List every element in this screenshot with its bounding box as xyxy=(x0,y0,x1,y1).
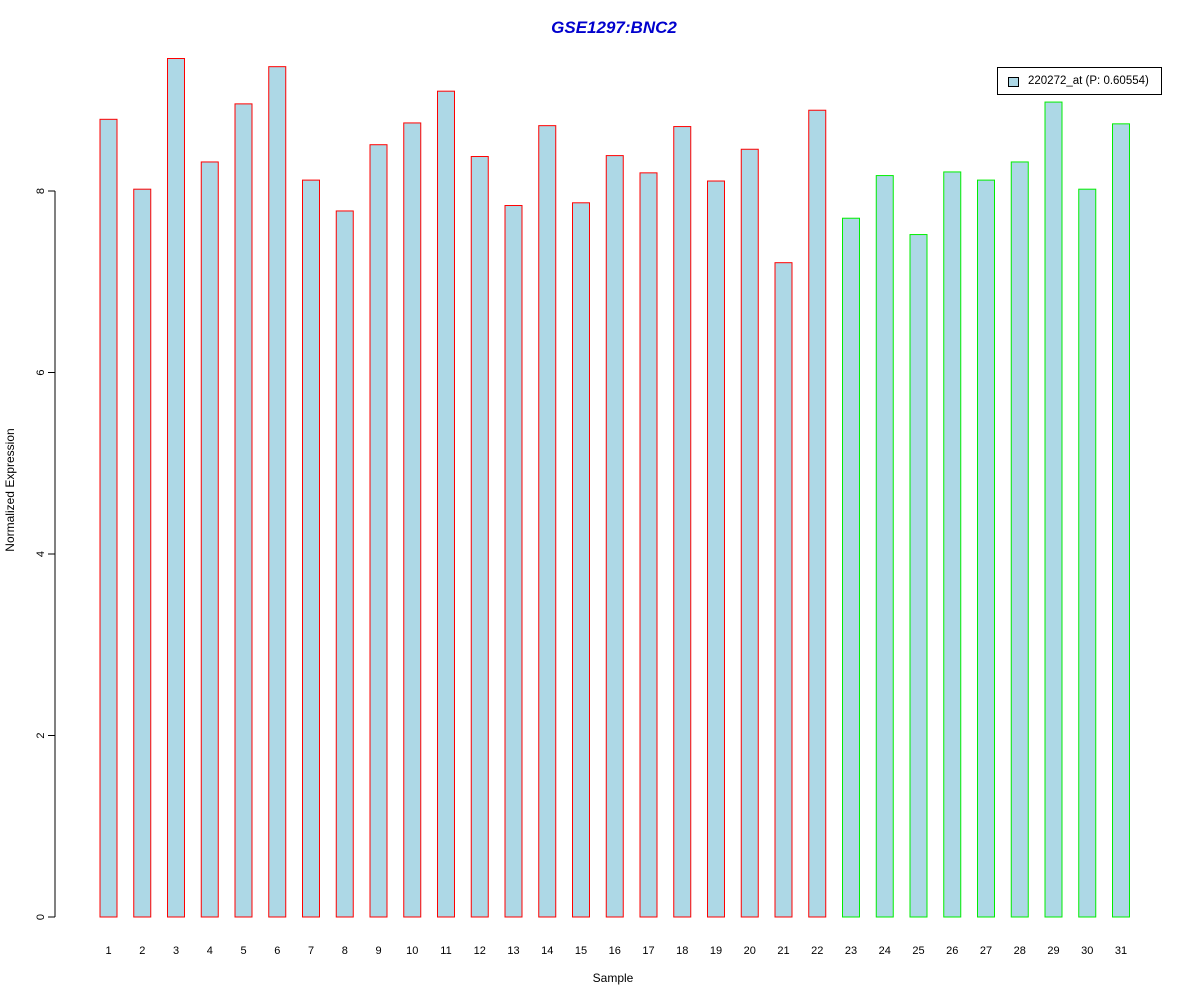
bar-sample-31 xyxy=(1112,123,1130,918)
y-tick-label: 2 xyxy=(35,732,47,738)
x-tick-label: 12 xyxy=(474,945,486,957)
x-tick-label: 18 xyxy=(676,945,688,957)
bar-sample-24 xyxy=(875,175,894,918)
x-tick-label: 23 xyxy=(845,945,857,957)
x-tick-label: 13 xyxy=(507,945,519,957)
x-tick-label: 15 xyxy=(575,945,587,957)
x-tick-label: 9 xyxy=(375,945,381,957)
bar-sample-30 xyxy=(1078,188,1097,918)
bar-sample-27 xyxy=(977,179,995,918)
x-tick-label: 22 xyxy=(811,945,823,957)
x-tick-label: 16 xyxy=(609,945,621,957)
bar-sample-7 xyxy=(302,179,320,918)
x-tick-label: 21 xyxy=(777,945,789,957)
bar-sample-23 xyxy=(842,217,860,918)
bar-sample-3 xyxy=(167,58,185,918)
x-tick-label: 1 xyxy=(105,945,111,957)
x-tick-label: 27 xyxy=(980,945,992,957)
bar-sample-6 xyxy=(268,66,287,918)
bar-sample-28 xyxy=(1010,161,1029,918)
bar-sample-9 xyxy=(369,144,388,918)
x-axis-label: Sample xyxy=(592,971,634,985)
x-tick-label: 8 xyxy=(342,945,348,957)
bar-sample-2 xyxy=(133,188,152,918)
bar-sample-29 xyxy=(1044,101,1063,918)
bar-sample-15 xyxy=(572,202,590,918)
bar-sample-14 xyxy=(538,125,557,918)
x-tick-label: 5 xyxy=(240,945,246,957)
x-tick-label: 29 xyxy=(1047,945,1059,957)
x-tick-label: 28 xyxy=(1014,945,1026,957)
y-tick-label: 6 xyxy=(35,369,47,375)
bar-sample-13 xyxy=(504,205,523,918)
x-tick-label: 6 xyxy=(274,945,280,957)
bar-sample-21 xyxy=(774,262,793,918)
x-tick-label: 3 xyxy=(173,945,179,957)
x-tick-label: 31 xyxy=(1115,945,1127,957)
x-tick-label: 17 xyxy=(642,945,654,957)
x-tick-label: 10 xyxy=(406,945,418,957)
x-tick-label: 20 xyxy=(744,945,756,957)
legend-swatch xyxy=(1008,77,1019,87)
x-tick-label: 14 xyxy=(541,945,553,957)
x-tick-label: 4 xyxy=(207,945,213,957)
bar-sample-10 xyxy=(403,122,422,918)
bar-sample-18 xyxy=(673,126,692,918)
x-tick-label: 2 xyxy=(139,945,145,957)
bar-sample-1 xyxy=(99,118,118,918)
bar-sample-16 xyxy=(605,155,624,918)
bar-sample-5 xyxy=(234,103,253,918)
bar-sample-12 xyxy=(470,156,489,918)
y-tick-label: 8 xyxy=(35,188,47,194)
bar-sample-4 xyxy=(200,161,219,918)
bar-sample-20 xyxy=(740,148,759,918)
y-tick-label: 0 xyxy=(35,914,47,920)
bar-sample-8 xyxy=(335,210,354,918)
x-tick-label: 11 xyxy=(440,945,451,957)
bar-sample-17 xyxy=(639,172,658,918)
x-tick-label: 19 xyxy=(710,945,722,957)
bar-sample-22 xyxy=(808,109,827,918)
x-tick-label: 25 xyxy=(912,945,924,957)
x-tick-label: 24 xyxy=(879,945,891,957)
y-tick-label: 4 xyxy=(35,551,47,557)
bar-sample-25 xyxy=(909,234,928,918)
legend: 220272_at (P: 0.60554) xyxy=(997,67,1162,95)
x-tick-label: 26 xyxy=(946,945,958,957)
bar-sample-19 xyxy=(707,180,725,918)
bar-sample-11 xyxy=(437,90,455,918)
x-tick-label: 7 xyxy=(308,945,314,957)
legend-label: 220272_at (P: 0.60554) xyxy=(1028,75,1149,87)
bar-sample-26 xyxy=(943,171,962,918)
x-tick-label: 30 xyxy=(1081,945,1093,957)
chart-title: GSE1297:BNC2 xyxy=(551,18,677,37)
